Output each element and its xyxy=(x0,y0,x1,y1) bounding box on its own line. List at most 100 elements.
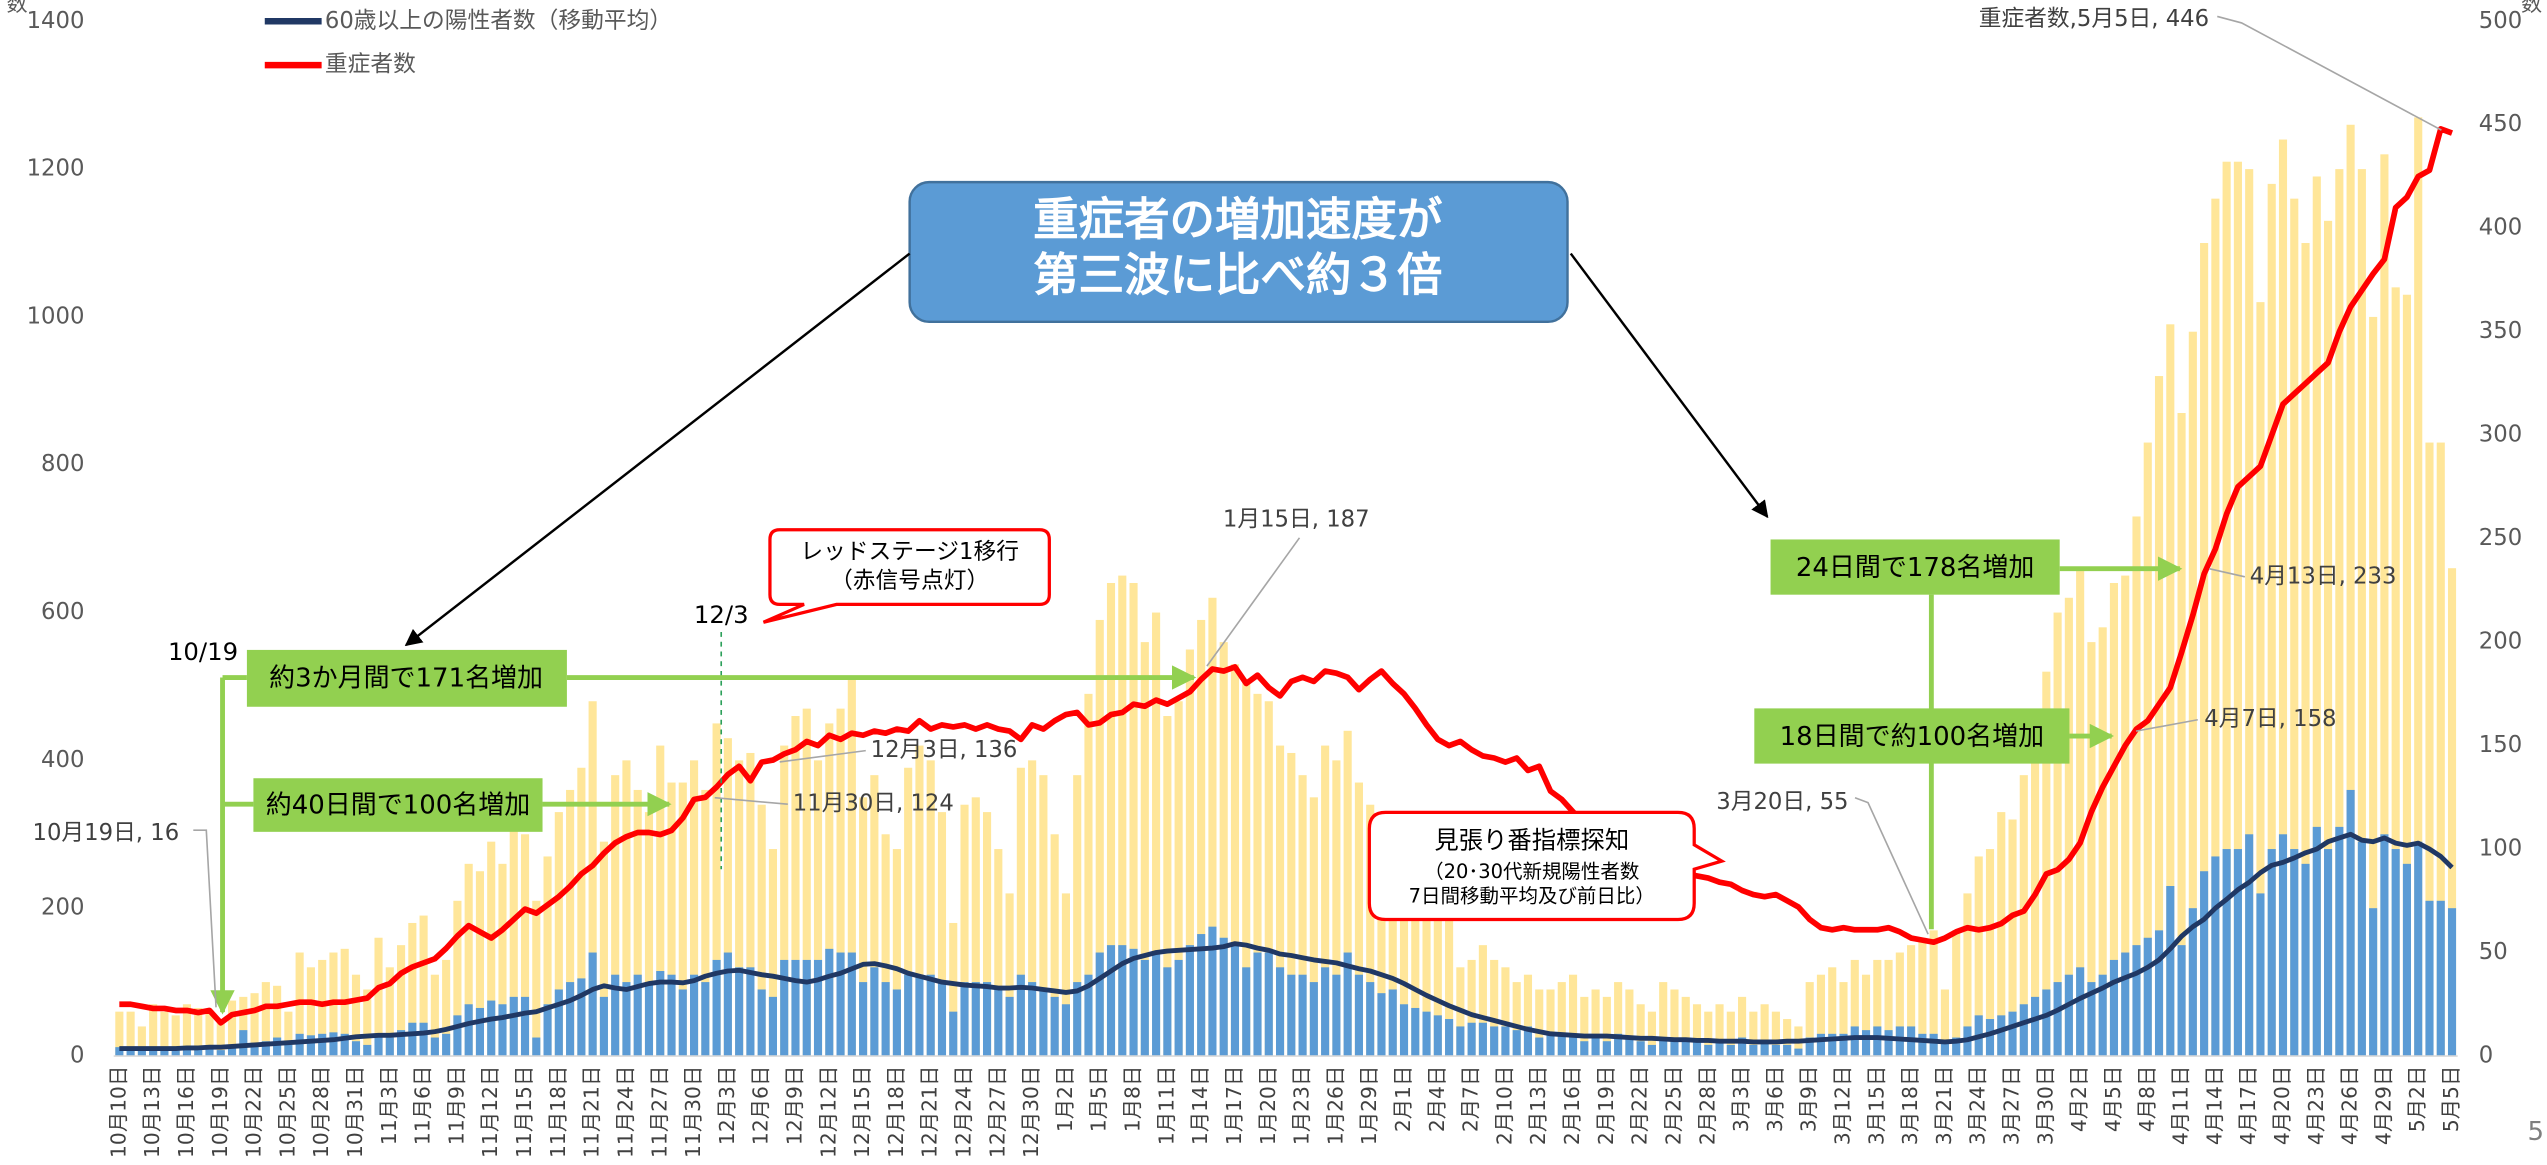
bar xyxy=(2369,316,2378,1057)
x-tick-label: 10月31日 xyxy=(343,1066,367,1158)
bar xyxy=(2211,856,2220,1057)
bar xyxy=(1321,745,1330,1057)
bar xyxy=(1692,1004,1702,1057)
callout-text: 7日間移動平均及び前日比） xyxy=(1409,884,1655,907)
bar xyxy=(554,812,563,1057)
bar xyxy=(273,1037,282,1057)
bar xyxy=(1298,974,1307,1057)
x-tick-label: 11月24日 xyxy=(613,1066,637,1158)
label-box xyxy=(253,778,543,832)
y-tick-label: 400 xyxy=(41,747,84,773)
y-tick-label: 600 xyxy=(41,599,84,625)
bar xyxy=(284,1011,293,1057)
bar xyxy=(1952,1037,1961,1057)
x-tick-label: 12月9日 xyxy=(782,1066,806,1145)
bar xyxy=(1219,642,1228,1057)
bar xyxy=(1354,974,1363,1057)
bar xyxy=(2267,849,2276,1057)
bar xyxy=(363,1044,372,1057)
bar xyxy=(2008,1011,2017,1057)
bar xyxy=(1546,1033,1555,1057)
bar xyxy=(892,849,901,1057)
bar xyxy=(1095,952,1104,1057)
bar xyxy=(2256,302,2265,1057)
x-tick-label: 10月22日 xyxy=(242,1066,266,1158)
bar xyxy=(836,952,845,1057)
bar xyxy=(1659,1037,1668,1057)
bar xyxy=(960,982,969,1057)
bar xyxy=(227,1000,237,1057)
bar xyxy=(1084,974,1093,1057)
bar xyxy=(1828,967,1837,1057)
bar xyxy=(588,952,597,1057)
bar xyxy=(847,952,856,1057)
x-tick-label: 4月26日 xyxy=(2338,1066,2362,1145)
bar xyxy=(1952,930,1961,1057)
bar xyxy=(2031,996,2040,1057)
x-tick-label: 3月27日 xyxy=(2000,1066,2024,1145)
bar xyxy=(1591,989,1600,1057)
bar xyxy=(1399,886,1409,1057)
bar xyxy=(1411,1007,1420,1057)
bar xyxy=(2369,908,2378,1057)
bar xyxy=(1681,996,1690,1057)
callout: 重症者数,5月5日, 446 xyxy=(1979,6,2209,32)
x-tick-label: 11月9日 xyxy=(444,1066,468,1145)
label-text: 約3か月間で171名増加 xyxy=(269,664,543,694)
bar xyxy=(2222,161,2231,1057)
x-tick-label: 11月21日 xyxy=(580,1066,604,1158)
label-box xyxy=(1754,708,2070,764)
bar xyxy=(1073,775,1082,1057)
bar xyxy=(1208,926,1217,1057)
bar xyxy=(1230,945,1240,1057)
callout: 1月15日, 187 xyxy=(1223,506,1370,532)
line xyxy=(119,126,2454,1026)
bar xyxy=(1253,952,1262,1057)
x-tick-label: 12月6日 xyxy=(749,1066,773,1145)
bar xyxy=(1411,878,1420,1057)
bar xyxy=(1647,1044,1656,1057)
x-tick-label: 4月14日 xyxy=(2202,1066,2226,1145)
x-tick-label: 2月16日 xyxy=(1560,1066,1584,1145)
bar xyxy=(1264,701,1273,1057)
bar xyxy=(813,959,823,1057)
x-tick-label: 1月26日 xyxy=(1323,1066,1347,1145)
bar xyxy=(1095,619,1104,1057)
bar xyxy=(250,993,259,1057)
bar xyxy=(2211,198,2220,1057)
bar xyxy=(926,974,935,1057)
bar xyxy=(160,1048,169,1057)
bar xyxy=(318,1033,327,1057)
bar xyxy=(498,1004,507,1057)
bar xyxy=(735,760,744,1057)
x-tick-label: 12月3日 xyxy=(715,1066,739,1145)
x-tick-label: 2月28日 xyxy=(1695,1066,1719,1145)
x-tick-label: 4月11日 xyxy=(2169,1066,2193,1145)
bar xyxy=(723,738,732,1057)
bar xyxy=(1704,1044,1713,1057)
x-tick-label: 5月2日 xyxy=(2405,1066,2429,1132)
bar xyxy=(633,974,642,1057)
bar xyxy=(2245,169,2254,1057)
bar xyxy=(1039,989,1048,1057)
bar xyxy=(2098,627,2107,1057)
bar xyxy=(836,708,845,1057)
x-tick-label: 3月30日 xyxy=(2033,1066,2057,1145)
bar xyxy=(2290,198,2299,1057)
bar xyxy=(1275,745,1285,1057)
x-tick-label: 11月6日 xyxy=(411,1066,435,1145)
bar xyxy=(2256,893,2265,1057)
bar xyxy=(588,701,597,1057)
y-tick-label: 1400 xyxy=(27,8,85,34)
bar xyxy=(2087,982,2096,1057)
bar xyxy=(2233,849,2242,1057)
bar xyxy=(656,745,665,1057)
bar xyxy=(2098,974,2107,1057)
bar xyxy=(1039,775,1048,1057)
bar xyxy=(1129,582,1138,1057)
bar xyxy=(250,1042,259,1057)
bar xyxy=(1388,989,1397,1057)
bar xyxy=(2335,169,2344,1057)
bar xyxy=(802,959,811,1057)
bar xyxy=(2335,826,2344,1057)
